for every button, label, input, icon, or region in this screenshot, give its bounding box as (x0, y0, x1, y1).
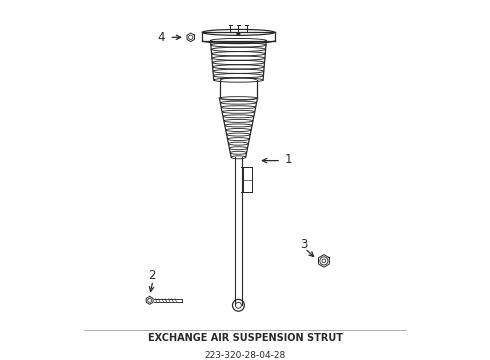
Text: 2: 2 (148, 269, 156, 282)
Text: 4: 4 (157, 31, 165, 44)
Text: 1: 1 (285, 153, 292, 166)
Circle shape (237, 32, 240, 36)
Text: EXCHANGE AIR SUSPENSION STRUT: EXCHANGE AIR SUSPENSION STRUT (147, 333, 343, 343)
Text: 223-320-28-04-28: 223-320-28-04-28 (204, 351, 286, 360)
Text: 3: 3 (300, 238, 307, 251)
